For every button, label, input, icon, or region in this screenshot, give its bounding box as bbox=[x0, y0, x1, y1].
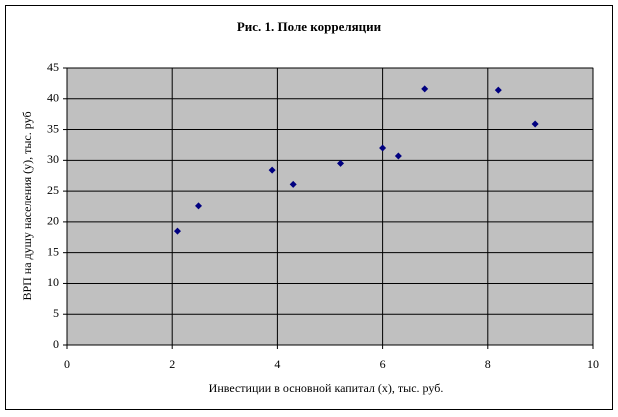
y-tick-label: 10 bbox=[47, 275, 59, 289]
point bbox=[337, 159, 345, 167]
point bbox=[268, 166, 276, 174]
y-tick-label: 0 bbox=[53, 337, 59, 351]
point bbox=[494, 86, 502, 94]
point bbox=[394, 152, 402, 160]
plot-area bbox=[66, 67, 594, 346]
y-tick-label: 5 bbox=[53, 306, 59, 320]
point bbox=[531, 120, 539, 128]
x-axis-label: Инвестиции в основной капитал (х), тыс. … bbox=[209, 381, 444, 395]
point bbox=[289, 180, 297, 188]
x-tick-label: 10 bbox=[587, 357, 599, 371]
x-tick-label: 6 bbox=[380, 357, 386, 371]
x-tick-label: 0 bbox=[64, 357, 70, 371]
y-tick-label: 15 bbox=[47, 244, 59, 258]
point bbox=[379, 144, 387, 152]
chart-title: Рис. 1. Поле корреляции bbox=[237, 19, 382, 34]
y-tick-label: 35 bbox=[47, 121, 59, 135]
point bbox=[421, 85, 429, 93]
point bbox=[173, 227, 181, 235]
point bbox=[195, 202, 202, 210]
x-tick-label: 2 bbox=[169, 357, 175, 371]
x-tick-label: 8 bbox=[485, 357, 491, 371]
y-tick-label: 40 bbox=[47, 91, 59, 105]
y-axis-label: ВРП на душу населения (у), тыс. руб bbox=[20, 111, 34, 300]
y-tick-label: 25 bbox=[47, 183, 59, 197]
x-tick-label: 4 bbox=[274, 357, 280, 371]
y-tick-label: 30 bbox=[47, 152, 59, 166]
y-tick-label: 45 bbox=[47, 60, 59, 74]
y-tick-label: 20 bbox=[47, 214, 59, 228]
